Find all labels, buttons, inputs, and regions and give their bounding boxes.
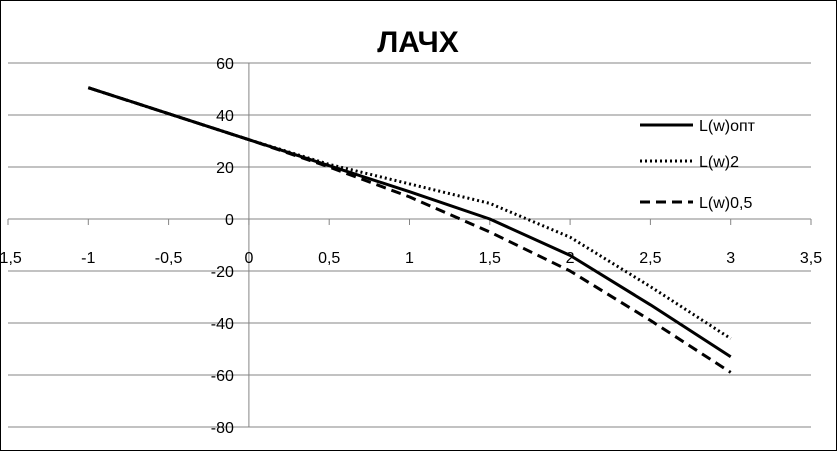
series-line-2 xyxy=(87,86,732,374)
legend-label-1: L(w)2 xyxy=(699,154,739,171)
y-tick-label: 60 xyxy=(216,56,234,73)
x-tick-label: 0,5 xyxy=(318,250,340,267)
y-tick-label: -40 xyxy=(211,316,234,333)
series-line-1 xyxy=(87,86,732,340)
legend: L(w)опт L(w)2 L(w)0,5 xyxy=(640,118,756,212)
x-tick-label: 3,5 xyxy=(800,250,822,267)
y-tick-label: 0 xyxy=(225,212,234,229)
tick-labels: -1,5 -1 -0,5 0 0,5 1 1,5 2 2,5 3 3,5 -80 -60 -40 -20 0 2… xyxy=(0,56,822,437)
axes xyxy=(7,62,812,428)
legend-label-0: L(w)опт xyxy=(699,118,756,135)
x-tick-label: 3 xyxy=(726,250,735,267)
x-tick-label: 2,5 xyxy=(639,250,661,267)
legend-label-2: L(w)0,5 xyxy=(699,195,752,212)
series-lines xyxy=(87,86,732,374)
y-tick-label: -60 xyxy=(211,368,234,385)
x-tick-label: 2 xyxy=(566,250,575,267)
x-tick-label: -0,5 xyxy=(155,250,183,267)
y-tick-label: 20 xyxy=(216,160,234,177)
x-tick-label: -1,5 xyxy=(0,250,22,267)
y-tick-label: -20 xyxy=(211,264,234,281)
x-tick-label: 1 xyxy=(405,250,414,267)
x-tick-label: 1,5 xyxy=(479,250,501,267)
chart-title: ЛАЧХ xyxy=(377,26,459,59)
y-tick-label: -80 xyxy=(211,420,234,437)
x-tick-label: 0 xyxy=(244,250,253,267)
x-tick-label: -1 xyxy=(81,250,95,267)
y-tick-label: 40 xyxy=(216,108,234,125)
